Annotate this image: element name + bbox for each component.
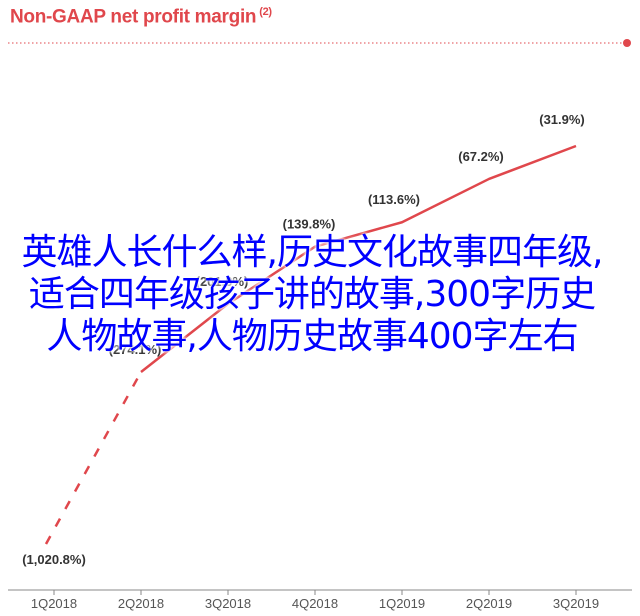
x-tick-label: 2Q2019 [466,596,512,611]
data-label: (67.2%) [458,149,504,164]
x-tick-label: 4Q2018 [292,596,338,611]
x-tick-label: 3Q2019 [553,596,599,611]
data-label: (31.9%) [539,112,585,127]
title-divider-dot [623,39,631,47]
x-tick-label: 1Q2018 [31,596,77,611]
data-label: (274.1%) [109,342,162,357]
series-line [140,144,577,373]
series-line-dashed [44,371,143,545]
chart-title: Non-GAAP net profit margin (2) [10,6,272,28]
x-tick-label: 3Q2018 [205,596,251,611]
data-label: (201.0%) [196,274,249,289]
overlay-text: 英雄人长什么样,历史文化故事四年级,适合四年级孩子讲的故事,300字历史人物故事… [21,232,604,357]
data-label: (139.8%) [283,217,336,232]
x-tick-label: 1Q2019 [379,596,425,611]
data-label: (113.6%) [368,192,420,207]
title-footnote: (2) [259,6,272,18]
x-tick-label: 2Q2018 [118,596,164,611]
data-label: (1,020.8%) [22,552,86,567]
